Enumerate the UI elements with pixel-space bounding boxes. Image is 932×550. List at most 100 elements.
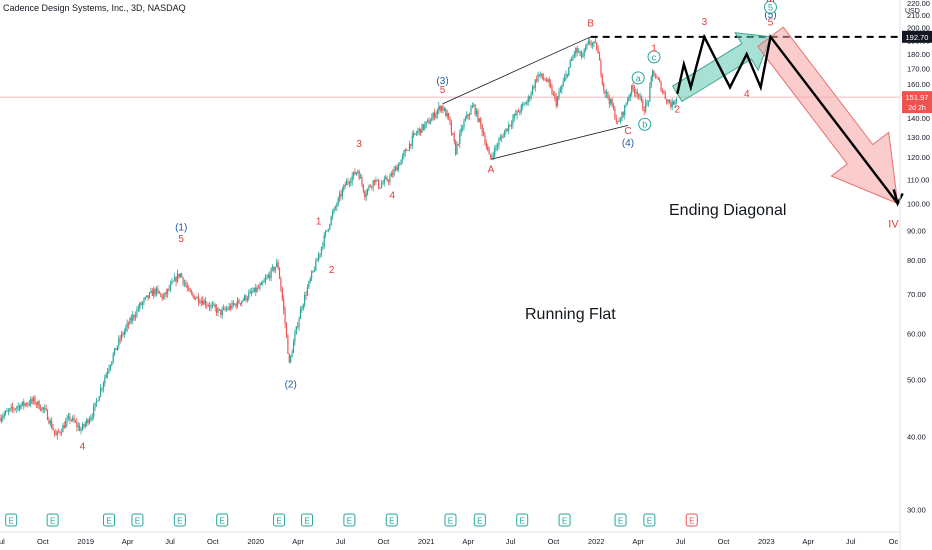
candle-body	[281, 288, 283, 300]
time-tick-label: 2022	[588, 537, 605, 546]
candle-body	[341, 189, 343, 197]
candle-body	[646, 102, 648, 104]
candle-body	[448, 113, 450, 118]
candle-body	[234, 303, 236, 305]
candle-body	[227, 309, 229, 310]
price-tick-label: 120.00	[907, 153, 930, 162]
wave-label: 5	[768, 3, 773, 13]
candle-body	[499, 137, 501, 141]
candle-body	[111, 361, 113, 366]
candle-body	[494, 147, 496, 156]
candle-body	[383, 178, 385, 184]
candle-body	[548, 79, 550, 84]
time-tick-label: Apr	[292, 537, 304, 546]
candle-body	[663, 91, 665, 93]
candle-body	[635, 91, 637, 94]
wave-label: (2)	[285, 379, 297, 390]
candle-body	[596, 42, 598, 50]
wave-label: 4	[389, 190, 395, 201]
candle-body	[541, 73, 543, 78]
time-tick-label: Oct	[548, 537, 561, 546]
candle-body	[559, 89, 562, 93]
candle-body	[414, 133, 416, 135]
candle-body	[158, 291, 160, 294]
candle-body	[586, 43, 588, 48]
candle-body	[209, 305, 211, 308]
candle-body	[368, 185, 370, 189]
candle-body	[481, 124, 483, 133]
price-axis[interactable]: 220.00210.00200.00190.00180.00170.00160.…	[899, 0, 932, 550]
candle-body	[443, 108, 446, 111]
candle-body	[482, 132, 485, 136]
candle-body	[151, 290, 153, 296]
time-tick-label: Jul	[676, 537, 686, 546]
candle-body	[127, 323, 130, 325]
candle-body	[415, 133, 418, 135]
wave-label: C	[624, 126, 631, 137]
candle-body	[264, 278, 267, 281]
candle-body	[221, 309, 223, 315]
candle-body	[245, 295, 247, 301]
price-tick-label: 100.00	[907, 199, 930, 208]
candle-body	[20, 405, 22, 409]
candle-body	[400, 159, 402, 165]
earnings-marker	[103, 513, 116, 527]
wave-label: 2	[675, 105, 681, 116]
projected-path-arrowhead	[892, 189, 904, 207]
candle-body	[35, 403, 37, 405]
candle-body	[529, 96, 531, 99]
currency-label: USD	[905, 8, 920, 15]
candle-body	[420, 128, 422, 133]
candle-body	[69, 416, 71, 420]
candle-body	[256, 287, 258, 292]
candle-body	[16, 407, 18, 409]
candle-body	[427, 120, 429, 122]
candle-body	[312, 270, 314, 273]
candle-body	[671, 101, 673, 107]
candle-body	[386, 177, 388, 181]
candle-body	[660, 81, 662, 91]
candle-body	[231, 302, 233, 309]
candle-body	[316, 260, 318, 262]
candle-body	[389, 176, 391, 182]
candle-body	[371, 186, 373, 188]
candle-body	[597, 49, 599, 54]
earnings-marker	[343, 513, 356, 527]
candle-body	[515, 114, 517, 115]
candle-body	[190, 292, 193, 294]
price-tick-label: 200.00	[907, 23, 930, 32]
candle-body	[375, 179, 377, 183]
candle-body	[182, 277, 184, 284]
candle-body	[6, 411, 8, 412]
earnings-marker-label: E	[347, 517, 352, 526]
candle-body	[526, 101, 528, 105]
candle-body	[464, 118, 466, 121]
candle-body	[113, 348, 116, 355]
candle-body	[181, 273, 183, 278]
wave-label: c	[652, 52, 657, 62]
candle-body	[21, 401, 23, 406]
candle-body	[284, 310, 286, 324]
candle-body	[94, 402, 96, 408]
candle-body	[653, 70, 655, 77]
candle-body	[523, 103, 525, 105]
candle-body	[337, 198, 339, 205]
candle-body	[164, 292, 166, 297]
candle-body	[42, 407, 44, 410]
candle-body	[638, 94, 640, 97]
candle-body	[197, 296, 200, 303]
earnings-marker	[614, 513, 627, 527]
time-axis[interactable]: Jul Oct 2019 Apr Jul Oct 2020 Apr Jul Oct 2021 Apr J…	[0, 531, 900, 546]
candle-body	[422, 124, 425, 129]
candle-body	[471, 105, 473, 109]
candle-body	[183, 283, 186, 284]
wave-label: B	[587, 19, 594, 30]
candle-body	[569, 61, 571, 68]
candle-body	[46, 410, 49, 421]
candle-body	[568, 67, 570, 76]
candle-body	[456, 143, 458, 154]
candle-body	[579, 51, 581, 53]
candle-body	[66, 418, 68, 422]
candle-body	[610, 99, 612, 104]
